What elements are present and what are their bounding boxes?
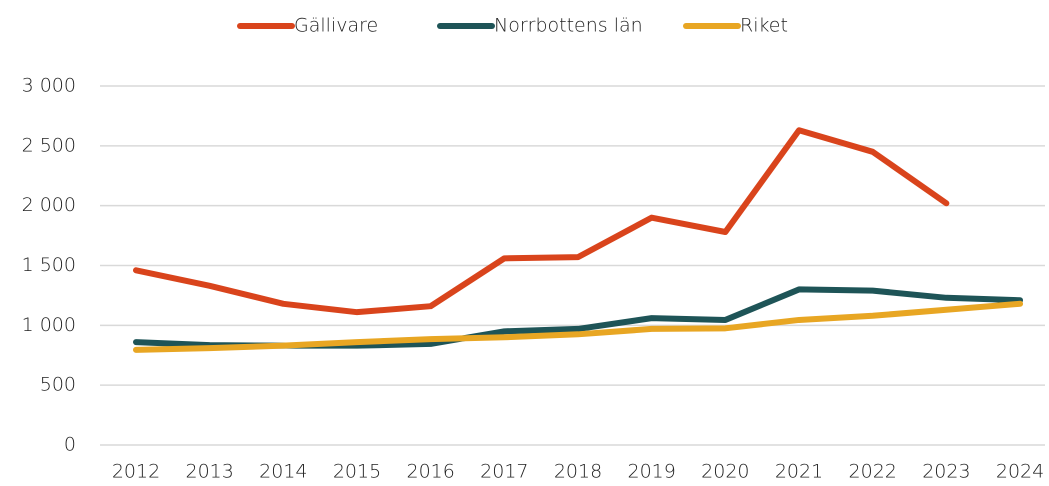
x-tick-label: 2016 <box>407 461 455 483</box>
y-tick-label: 2 500 <box>22 134 76 156</box>
x-tick-label: 2022 <box>849 461 897 483</box>
y-tick-label: 500 <box>40 374 76 396</box>
legend-label: Riket <box>740 15 788 37</box>
x-tick-label: 2023 <box>922 461 970 483</box>
x-tick-label: 2019 <box>628 461 676 483</box>
x-tick-label: 2014 <box>259 461 307 483</box>
y-tick-label: 1 000 <box>22 314 76 336</box>
y-tick-label: 0 <box>64 434 76 456</box>
y-tick-label: 3 000 <box>22 75 76 97</box>
x-tick-label: 2021 <box>775 461 823 483</box>
x-tick-label: 2012 <box>112 461 160 483</box>
legend-label: Norrbottens län <box>494 15 643 37</box>
y-tick-label: 1 500 <box>22 254 76 276</box>
series-line <box>133 300 1024 353</box>
legend-label: Gällivare <box>294 15 378 37</box>
x-tick-label: 2024 <box>996 461 1044 483</box>
x-tick-label: 2015 <box>333 461 381 483</box>
x-tick-label: 2013 <box>185 461 233 483</box>
x-tick-label: 2020 <box>701 461 749 483</box>
x-tick-label: 2018 <box>554 461 602 483</box>
y-tick-label: 2 000 <box>22 194 76 216</box>
x-tick-label: 2017 <box>480 461 528 483</box>
series-line <box>133 127 950 316</box>
